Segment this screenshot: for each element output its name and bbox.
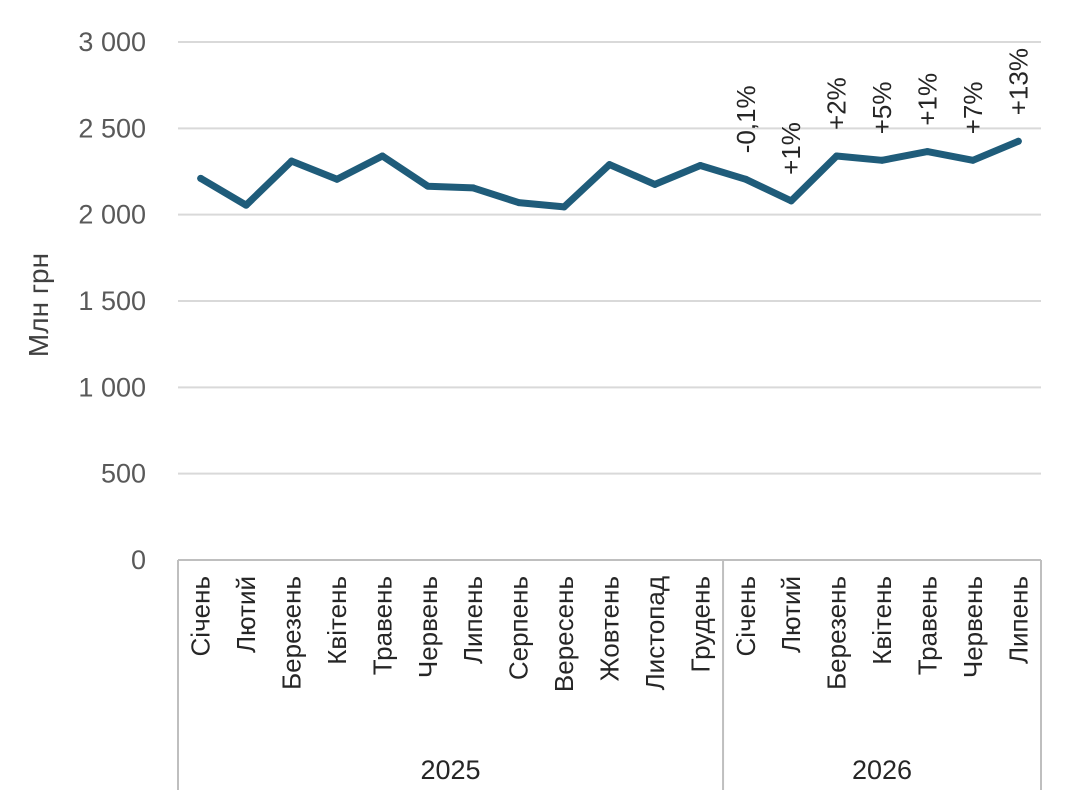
x-tick-label: Липень [1003,576,1033,664]
data-label: +5% [867,82,897,135]
data-point [878,156,886,164]
y-tick-label: 1 000 [78,372,146,402]
y-tick-label: 3 000 [78,27,146,57]
x-axis: Січень Лютий Березень Квітень Травень Червень… [177,559,1042,790]
x-tick-label: Лютий [776,576,806,653]
data-labels: -0,1% +1% +2% +5% +1% +7% +13% [731,48,1034,175]
data-point [1014,137,1022,145]
y-axis-tick-labels: 0 500 1 000 1 500 2 000 2 500 3 000 [78,27,146,575]
series-line [197,137,1022,211]
data-label: +1% [776,122,806,175]
data-point [742,175,750,183]
x-tick-label: Травень [367,576,397,675]
data-point [969,156,977,164]
data-point [288,157,296,165]
x-tick-label: Травень [912,576,942,675]
x-tick-label: Листопад [640,576,670,690]
x-tick-label: Грудень [685,576,715,672]
data-point [651,180,659,188]
data-point [787,197,795,205]
data-point [469,184,477,192]
data-point [242,201,250,209]
data-point [515,199,523,207]
data-point [424,182,432,190]
data-label: +7% [958,82,988,135]
series-line-path [197,137,1022,211]
data-point [696,161,704,169]
y-tick-label: 2 500 [78,113,146,143]
y-axis-label: Млн грн [23,253,54,357]
x-group-label: 2026 [852,755,912,785]
x-group-label: 2025 [420,755,480,785]
data-point [606,161,613,169]
data-point [197,174,205,182]
data-label: +13% [1003,48,1033,115]
x-tick-label: Червень [413,576,443,678]
data-label: -0,1% [731,85,761,153]
x-tick-label: Квітень [867,576,897,665]
data-label: +1% [912,73,942,126]
y-tick-label: 1 500 [78,286,146,316]
data-label: +2% [822,77,852,130]
x-tick-label: Серпень [504,576,534,680]
x-tick-label: Жовтень [595,576,625,681]
y-tick-label: 0 [131,545,146,575]
data-point [333,175,341,183]
gridlines [178,41,1041,475]
x-tick-label: Червень [958,576,988,678]
x-tick-label: Липень [458,576,488,664]
x-tick-label: Лютий [231,576,261,653]
data-point [560,203,568,211]
y-tick-label: 2 000 [78,200,146,230]
x-tick-label: Січень [186,576,216,656]
y-tick-label: 500 [101,459,146,489]
data-point [833,152,841,160]
data-point [378,152,386,160]
x-tick-label: Березень [277,576,307,690]
x-tick-label: Березень [822,576,852,690]
x-tick-label: Вересень [549,576,579,692]
x-tick-label: Січень [731,576,761,656]
data-point [923,148,931,156]
x-tick-label: Квітень [322,576,352,665]
